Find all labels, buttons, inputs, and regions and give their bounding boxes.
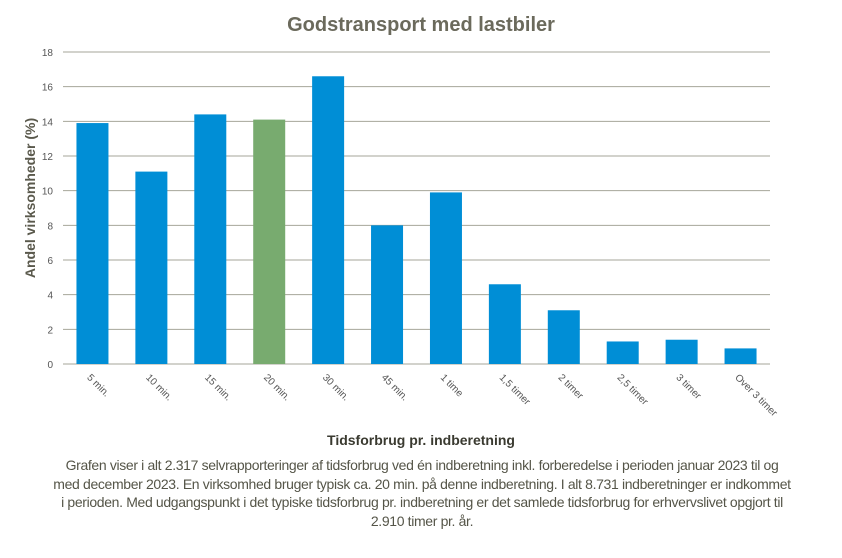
y-tick-label: 16	[42, 83, 54, 94]
chart-title: Godstransport med lastbiler	[287, 14, 555, 36]
y-tick-label: 8	[47, 221, 53, 232]
x-tick-label: 5 min.	[84, 372, 111, 399]
bar	[371, 225, 404, 364]
bar	[253, 119, 286, 364]
bar	[429, 192, 462, 364]
y-tick-label: 0	[47, 360, 53, 371]
x-tick-label: 10 min.	[143, 372, 174, 403]
y-tick-label: 6	[47, 256, 53, 267]
bar-chart: 0 2 4 6 8 10 12 14 16 18 5 min. 10 min. 15 min. 20 mi…	[42, 48, 780, 419]
x-tick-label: 1 time	[438, 372, 465, 399]
y-tick-label: 10	[42, 187, 54, 198]
chart-footnote: Grafen viser i alt 2.317 selvrapporterin…	[53, 457, 791, 529]
bar	[547, 310, 580, 364]
x-tick-label: Over 3 timer	[732, 372, 779, 419]
bar	[488, 284, 521, 364]
y-tick-label: 14	[42, 117, 54, 128]
x-tick-label: 1,5 timer	[497, 372, 533, 408]
bar	[135, 171, 168, 364]
x-tick-label: 30 min.	[320, 372, 351, 403]
bar	[724, 348, 757, 364]
y-tick-label: 4	[47, 291, 53, 302]
bar	[606, 341, 639, 364]
y-tick-label: 18	[42, 48, 54, 59]
bar	[312, 76, 345, 365]
x-tick-label: 3 timer	[674, 372, 704, 402]
y-tick-label: 2	[47, 325, 53, 336]
x-tick-label: 45 min.	[379, 372, 410, 403]
x-axis-label: Tidsforbrug pr. indberetning	[327, 432, 515, 448]
x-tick-label: 20 min.	[261, 372, 292, 403]
x-tick-label: 2 timer	[556, 372, 586, 402]
x-tick-label: 2,5 timer	[615, 372, 651, 408]
y-tick-label: 12	[42, 152, 54, 163]
bar	[194, 114, 227, 365]
bar	[665, 339, 698, 364]
x-tick-label: 15 min.	[202, 372, 233, 403]
bar	[76, 123, 109, 364]
